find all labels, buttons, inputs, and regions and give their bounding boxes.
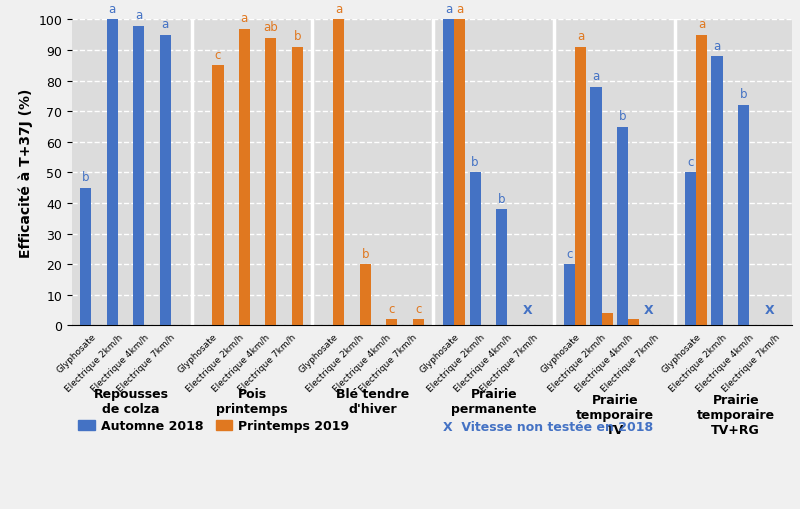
Text: Electrique 2km/h: Electrique 2km/h bbox=[305, 332, 366, 393]
Text: a: a bbox=[109, 3, 116, 16]
Text: Electrique 7km/h: Electrique 7km/h bbox=[237, 332, 298, 393]
Text: Electrique 2km/h: Electrique 2km/h bbox=[426, 332, 487, 393]
Text: c: c bbox=[214, 49, 221, 62]
Bar bbox=[334, 20, 345, 326]
Text: Electrique 7km/h: Electrique 7km/h bbox=[116, 332, 177, 393]
Bar bbox=[617, 127, 628, 326]
Text: Prairie
temporaire
TV+RG: Prairie temporaire TV+RG bbox=[697, 393, 774, 436]
Text: Prairie
permanente: Prairie permanente bbox=[451, 387, 537, 415]
Text: X: X bbox=[765, 304, 774, 317]
Text: Glyphosate: Glyphosate bbox=[176, 332, 218, 375]
Text: Blé tendre
d'hiver: Blé tendre d'hiver bbox=[336, 387, 410, 415]
Text: b: b bbox=[294, 31, 301, 43]
Text: a: a bbox=[456, 3, 463, 16]
Text: a: a bbox=[577, 31, 584, 43]
Text: X  Vitesse non testée en 2018: X Vitesse non testée en 2018 bbox=[443, 420, 653, 433]
Bar bbox=[212, 66, 223, 326]
Text: a: a bbox=[162, 18, 169, 31]
Text: Electrique 4km/h: Electrique 4km/h bbox=[90, 332, 150, 393]
Bar bbox=[454, 20, 466, 326]
Text: Electrique 4km/h: Electrique 4km/h bbox=[574, 332, 634, 393]
Text: Electrique 7km/h: Electrique 7km/h bbox=[358, 332, 419, 393]
Bar bbox=[133, 26, 144, 326]
Text: Electrique 4km/h: Electrique 4km/h bbox=[331, 332, 393, 393]
Bar bbox=[590, 88, 602, 326]
Text: Electrique 2km/h: Electrique 2km/h bbox=[547, 332, 608, 393]
Text: X: X bbox=[523, 304, 533, 317]
Bar bbox=[266, 39, 276, 326]
Bar bbox=[470, 173, 481, 326]
Text: a: a bbox=[241, 12, 248, 25]
Text: b: b bbox=[740, 89, 747, 101]
Text: b: b bbox=[82, 171, 90, 184]
Text: b: b bbox=[618, 110, 626, 123]
Bar bbox=[564, 265, 575, 326]
Text: c: c bbox=[415, 302, 422, 315]
Text: Electrique 2km/h: Electrique 2km/h bbox=[668, 332, 729, 393]
Bar bbox=[738, 106, 749, 326]
Text: Electrique 2km/h: Electrique 2km/h bbox=[184, 332, 245, 393]
Text: b: b bbox=[362, 247, 369, 260]
Text: b: b bbox=[498, 192, 506, 205]
Text: Electrique 7km/h: Electrique 7km/h bbox=[478, 332, 540, 393]
Bar bbox=[386, 320, 398, 326]
Text: Glyphosate: Glyphosate bbox=[539, 332, 582, 375]
Text: Glyphosate: Glyphosate bbox=[660, 332, 702, 375]
Bar bbox=[711, 57, 722, 326]
Bar bbox=[80, 188, 91, 326]
Text: a: a bbox=[698, 18, 706, 31]
Bar bbox=[106, 20, 118, 326]
Legend: Automne 2018, Printemps 2019: Automne 2018, Printemps 2019 bbox=[78, 419, 350, 433]
Text: a: a bbox=[335, 3, 342, 16]
Text: Electrique 4km/h: Electrique 4km/h bbox=[694, 332, 755, 393]
Text: a: a bbox=[714, 40, 721, 52]
Text: Pois
printemps: Pois printemps bbox=[216, 387, 288, 415]
Text: Glyphosate: Glyphosate bbox=[55, 332, 98, 375]
Bar bbox=[292, 48, 302, 326]
Bar bbox=[360, 265, 371, 326]
Bar bbox=[159, 36, 170, 326]
Text: Electrique 4km/h: Electrique 4km/h bbox=[453, 332, 514, 393]
Text: Electrique 2km/h: Electrique 2km/h bbox=[63, 332, 124, 393]
Text: a: a bbox=[592, 70, 600, 83]
Bar bbox=[496, 210, 507, 326]
Text: Electrique 7km/h: Electrique 7km/h bbox=[721, 332, 782, 393]
Text: Glyphosate: Glyphosate bbox=[418, 332, 461, 375]
Text: X: X bbox=[644, 304, 654, 317]
Text: c: c bbox=[389, 302, 395, 315]
Text: Prairie
temporaire
TV: Prairie temporaire TV bbox=[576, 393, 654, 436]
Text: Electrique 4km/h: Electrique 4km/h bbox=[210, 332, 271, 393]
Text: Electrique 7km/h: Electrique 7km/h bbox=[600, 332, 661, 393]
Bar bbox=[238, 30, 250, 326]
Text: ab: ab bbox=[263, 21, 278, 34]
Bar bbox=[443, 20, 454, 326]
Bar bbox=[628, 320, 639, 326]
Text: c: c bbox=[566, 247, 573, 260]
Text: a: a bbox=[135, 9, 142, 22]
Text: Glyphosate: Glyphosate bbox=[297, 332, 340, 375]
Bar bbox=[696, 36, 707, 326]
Bar bbox=[685, 173, 696, 326]
Bar bbox=[602, 314, 613, 326]
Bar bbox=[413, 320, 424, 326]
Text: c: c bbox=[687, 156, 694, 168]
Text: Repousses
de colza: Repousses de colza bbox=[94, 387, 169, 415]
Y-axis label: Efficacité à T+37J (%): Efficacité à T+37J (%) bbox=[18, 89, 33, 258]
Text: a: a bbox=[445, 3, 452, 16]
Text: b: b bbox=[471, 156, 479, 168]
Bar bbox=[575, 48, 586, 326]
